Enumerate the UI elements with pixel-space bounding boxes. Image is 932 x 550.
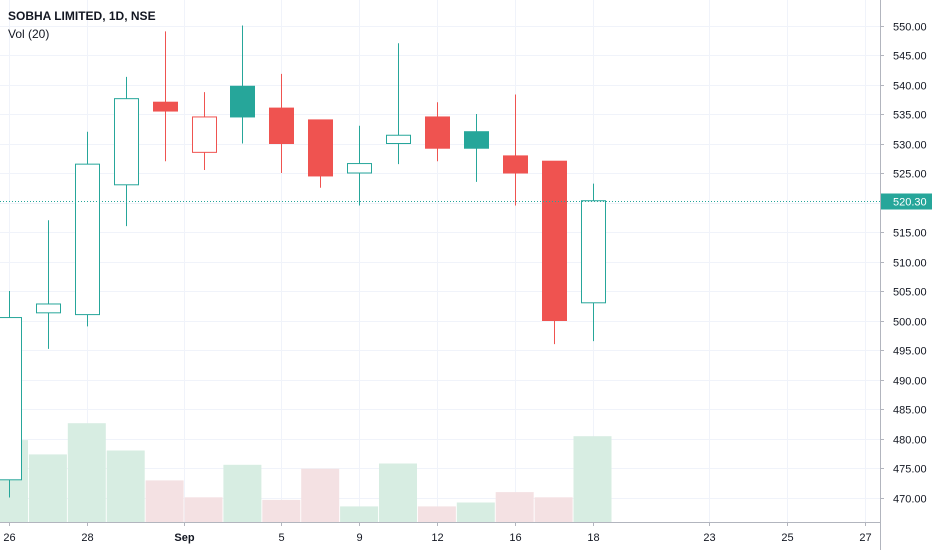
time-tick-label: 18 <box>587 532 599 544</box>
price-tick-label: 480.00 <box>893 435 927 447</box>
candle-body <box>542 160 567 321</box>
volume-bars <box>0 423 612 522</box>
price-tick-label: 495.00 <box>893 346 927 358</box>
volume-indicator-label: Vol (20) <box>8 27 50 41</box>
price-tick-label: 510.00 <box>893 258 927 270</box>
price-tick-label: 500.00 <box>893 317 927 329</box>
volume-bar <box>417 506 456 522</box>
candle-body <box>581 200 606 304</box>
grid <box>0 0 880 522</box>
price-tick-label: 505.00 <box>893 287 927 299</box>
time-tick-label: 12 <box>431 532 443 544</box>
time-tick-label: 26 <box>3 532 15 544</box>
candle-body <box>153 101 178 112</box>
time-tick-label: 16 <box>509 532 521 544</box>
volume-bar <box>534 497 573 522</box>
volume-bar <box>301 468 340 522</box>
time-axis: 26 28 Sep 5 9 12 16 18 23 25 27 <box>0 522 880 544</box>
candle-body <box>269 107 294 144</box>
price-tick-label: 530.00 <box>893 140 927 152</box>
candle-body <box>0 317 22 481</box>
volume-bar <box>456 502 495 522</box>
symbol-title: SOBHA LIMITED, 1D, NSE <box>8 9 156 23</box>
time-tick-label: 9 <box>356 532 362 544</box>
time-tick-label: Sep <box>174 532 194 544</box>
price-tick-label: 550.00 <box>893 22 927 34</box>
candle-body <box>230 85 255 118</box>
time-tick-label: 25 <box>781 532 793 544</box>
time-tick-label: 23 <box>703 532 715 544</box>
price-tick-label: 515.00 <box>893 228 927 240</box>
price-tick-label: 470.00 <box>893 494 927 506</box>
chart-header: SOBHA LIMITED, 1D, NSE Vol (20) <box>8 8 156 42</box>
volume-bar <box>495 492 534 522</box>
candle-body <box>464 131 489 149</box>
volume-bar <box>106 450 145 522</box>
candle-body <box>75 163 100 316</box>
volume-bar <box>573 436 612 522</box>
last-price-label: 520.30 <box>893 197 927 209</box>
last-price-badge <box>881 193 932 210</box>
candle-body <box>347 163 372 174</box>
volume-bar <box>223 464 262 522</box>
price-tick-label: 535.00 <box>893 110 927 122</box>
candle-body <box>386 134 411 145</box>
volume-bar <box>28 454 67 522</box>
price-tick-label: 475.00 <box>893 464 927 476</box>
volume-bar <box>67 423 106 522</box>
time-tick-label: 27 <box>859 532 871 544</box>
candle-body <box>192 116 217 153</box>
price-tick-label: 485.00 <box>893 405 927 417</box>
price-tick-label: 545.00 <box>893 51 927 63</box>
volume-bar <box>340 506 379 522</box>
candle-body <box>36 303 61 314</box>
price-tick-label: 490.00 <box>893 376 927 388</box>
candle-body <box>425 116 450 149</box>
candles <box>0 25 606 498</box>
price-tick-label: 540.00 <box>893 81 927 93</box>
price-tick-label: 525.00 <box>893 169 927 181</box>
candle-body <box>503 155 528 174</box>
price-axis: 470.00 475.00 480.00 485.00 490.00 495.00 500.… <box>880 0 932 550</box>
volume-bar <box>184 497 223 522</box>
candle-body <box>308 119 333 177</box>
volume-bar <box>262 499 301 522</box>
volume-bar <box>379 463 417 522</box>
time-tick-label: 28 <box>81 532 93 544</box>
candle-body <box>114 98 139 186</box>
time-tick-label: 5 <box>278 532 284 544</box>
volume-bar <box>145 480 184 522</box>
